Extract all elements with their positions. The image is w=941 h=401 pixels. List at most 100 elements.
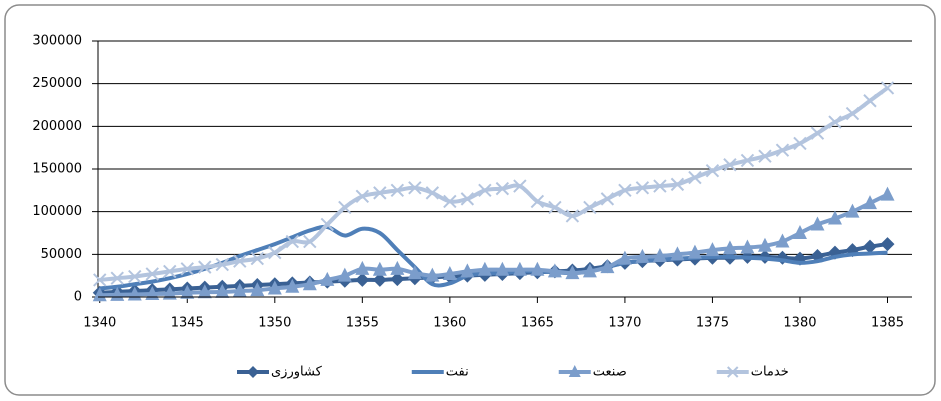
marker bbox=[687, 244, 702, 259]
marker bbox=[600, 192, 615, 206]
marker bbox=[390, 272, 405, 287]
marker bbox=[827, 245, 842, 260]
marker bbox=[828, 115, 842, 129]
marker bbox=[617, 250, 632, 265]
marker bbox=[705, 242, 720, 257]
marker bbox=[302, 276, 317, 291]
marker bbox=[355, 260, 370, 275]
marker bbox=[110, 271, 124, 285]
marker bbox=[250, 282, 265, 297]
marker bbox=[547, 263, 562, 278]
marker bbox=[197, 284, 212, 299]
marker bbox=[477, 261, 492, 276]
marker bbox=[653, 179, 667, 193]
marker bbox=[390, 260, 405, 275]
marker bbox=[320, 271, 335, 286]
x-tick-label: 1340 bbox=[83, 316, 116, 331]
x-tick-label: 1355 bbox=[346, 316, 379, 331]
legend-label: کشاورزی bbox=[271, 365, 323, 380]
x-tick-label: 1385 bbox=[871, 316, 904, 331]
marker bbox=[863, 94, 877, 108]
marker bbox=[162, 285, 177, 300]
marker bbox=[827, 210, 842, 225]
x-tick-label: 1345 bbox=[171, 316, 204, 331]
series-line bbox=[99, 224, 888, 291]
marker bbox=[582, 263, 597, 278]
marker bbox=[145, 267, 159, 281]
series bbox=[92, 186, 895, 302]
marker bbox=[845, 243, 860, 258]
marker bbox=[880, 186, 895, 201]
marker bbox=[198, 260, 212, 274]
x-tick-label: 1375 bbox=[696, 316, 729, 331]
legend-item: صنعت bbox=[558, 365, 627, 380]
marker bbox=[407, 265, 422, 280]
legend-label: خدمات bbox=[751, 365, 789, 380]
marker bbox=[723, 158, 737, 172]
marker bbox=[565, 209, 580, 223]
marker bbox=[92, 287, 107, 302]
marker bbox=[565, 265, 580, 280]
marker bbox=[128, 269, 142, 284]
marker bbox=[757, 237, 772, 252]
marker bbox=[600, 259, 615, 274]
marker bbox=[408, 181, 422, 195]
marker bbox=[355, 189, 370, 204]
marker bbox=[635, 181, 650, 195]
marker bbox=[233, 254, 247, 268]
y-tick-label: 200000 bbox=[32, 119, 82, 134]
marker bbox=[425, 186, 440, 200]
marker bbox=[740, 153, 755, 168]
legend-marker bbox=[568, 365, 581, 377]
marker bbox=[495, 261, 510, 276]
x-tick-label: 1370 bbox=[608, 316, 641, 331]
marker bbox=[478, 183, 492, 198]
marker bbox=[215, 283, 230, 298]
marker bbox=[268, 245, 282, 260]
series-line bbox=[99, 192, 889, 298]
legend-item: نفت bbox=[411, 365, 469, 380]
y-tick-label: 0 bbox=[74, 290, 82, 305]
marker bbox=[775, 233, 790, 248]
marker bbox=[180, 262, 194, 276]
x-tick-label: 1380 bbox=[783, 316, 816, 331]
marker bbox=[530, 261, 545, 276]
marker bbox=[793, 136, 807, 151]
marker bbox=[810, 126, 825, 140]
y-tick-label: 100000 bbox=[32, 204, 82, 219]
legend-marker bbox=[727, 366, 739, 378]
marker bbox=[740, 239, 755, 254]
chart-frame bbox=[4, 4, 936, 396]
marker bbox=[512, 261, 527, 276]
series bbox=[93, 81, 895, 287]
marker bbox=[93, 273, 107, 287]
marker bbox=[460, 263, 475, 278]
marker bbox=[250, 251, 265, 266]
x-tick-label: 1360 bbox=[433, 316, 466, 331]
marker bbox=[372, 261, 387, 276]
marker bbox=[355, 272, 370, 287]
marker bbox=[792, 225, 807, 239]
marker bbox=[513, 179, 527, 193]
marker bbox=[862, 195, 877, 210]
y-tick-label: 50000 bbox=[41, 247, 82, 262]
marker bbox=[337, 267, 352, 282]
legend-marker bbox=[247, 366, 259, 378]
y-tick-label: 250000 bbox=[32, 76, 82, 91]
legend-label: نفت bbox=[446, 365, 469, 380]
marker bbox=[618, 183, 632, 198]
legend-label: صنعت bbox=[593, 365, 627, 380]
marker bbox=[338, 200, 352, 215]
marker bbox=[810, 216, 825, 231]
series-line bbox=[99, 86, 889, 282]
marker bbox=[425, 267, 440, 282]
marker bbox=[180, 284, 195, 299]
marker bbox=[705, 163, 720, 178]
series bbox=[99, 224, 888, 291]
marker bbox=[880, 237, 895, 252]
marker bbox=[862, 239, 877, 254]
legend-item: کشاورزی bbox=[237, 365, 323, 380]
marker bbox=[285, 234, 300, 249]
marker bbox=[635, 248, 650, 263]
